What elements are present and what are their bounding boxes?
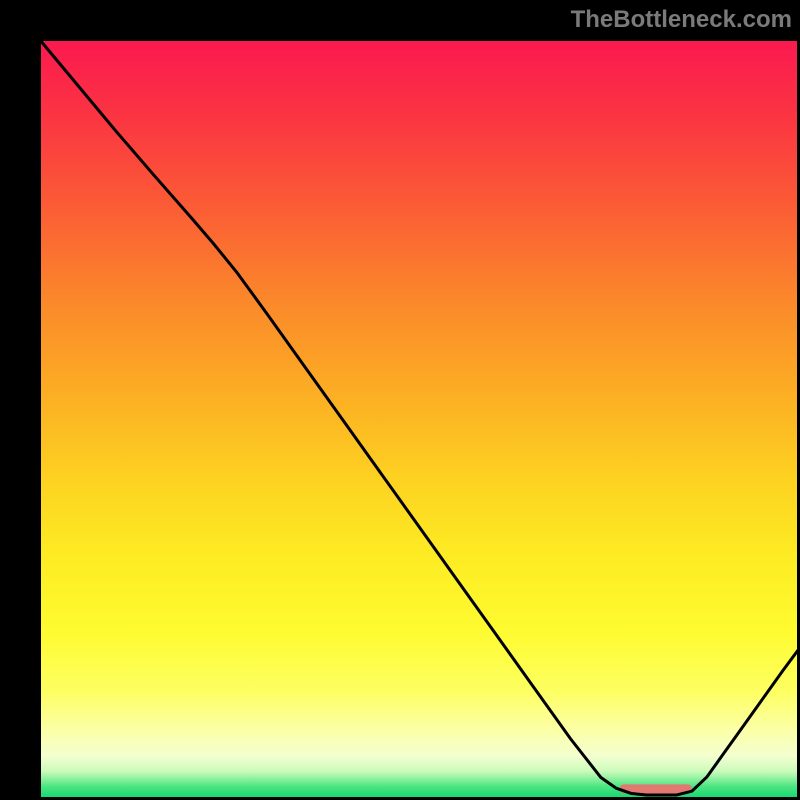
- chart-background-gradient: [40, 40, 798, 798]
- chart-frame: TheBottleneck.com: [0, 0, 800, 800]
- gradient-line-chart: [0, 0, 800, 800]
